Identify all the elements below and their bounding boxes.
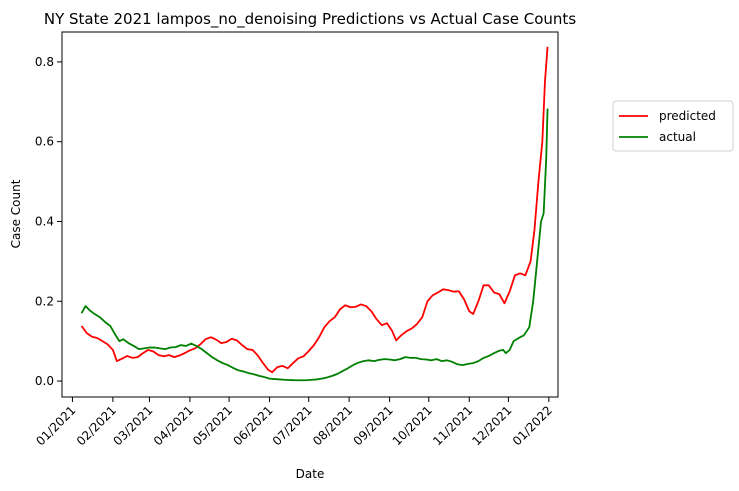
x-tick-label: 04/2021 <box>151 403 196 448</box>
x-axis-label: Date <box>296 467 325 481</box>
y-axis: 0.0 0.2 0.4 0.6 0.8 <box>35 55 62 388</box>
x-tick-label: 10/2021 <box>390 403 435 448</box>
chart-title: NY State 2021 lampos_no_denoising Predic… <box>44 10 576 29</box>
x-tick-label: 11/2021 <box>430 403 475 448</box>
x-tick-label: 07/2021 <box>270 403 315 448</box>
y-tick-label: 0.4 <box>35 214 54 228</box>
y-tick-label: 0.0 <box>35 374 54 388</box>
legend-label-actual: actual <box>659 130 696 144</box>
y-tick-label: 0.2 <box>35 294 54 308</box>
x-tick-label: 09/2021 <box>351 403 396 448</box>
x-tick-label: 03/2021 <box>110 403 155 448</box>
series-line-actual <box>80 108 549 382</box>
x-tick-label: 06/2021 <box>231 403 276 448</box>
legend-label-predicted: predicted <box>659 109 716 123</box>
y-tick-label: 0.8 <box>35 55 54 69</box>
series-line-predicted <box>80 46 549 374</box>
x-tick-label: 12/2021 <box>469 403 514 448</box>
series-layer <box>80 46 549 382</box>
legend-box <box>612 100 734 152</box>
x-axis: 01/202102/202103/202104/202105/202106/20… <box>33 397 555 448</box>
legend: predicted actual <box>612 100 734 152</box>
y-axis-label: Case Count <box>9 179 23 248</box>
x-tick-label: 01/2022 <box>510 403 555 448</box>
x-tick-label: 05/2021 <box>190 403 235 448</box>
plot-area-frame <box>61 31 559 398</box>
y-tick-label: 0.6 <box>35 135 54 149</box>
x-tick-label: 08/2021 <box>310 403 355 448</box>
x-tick-label: 01/2021 <box>33 403 78 448</box>
